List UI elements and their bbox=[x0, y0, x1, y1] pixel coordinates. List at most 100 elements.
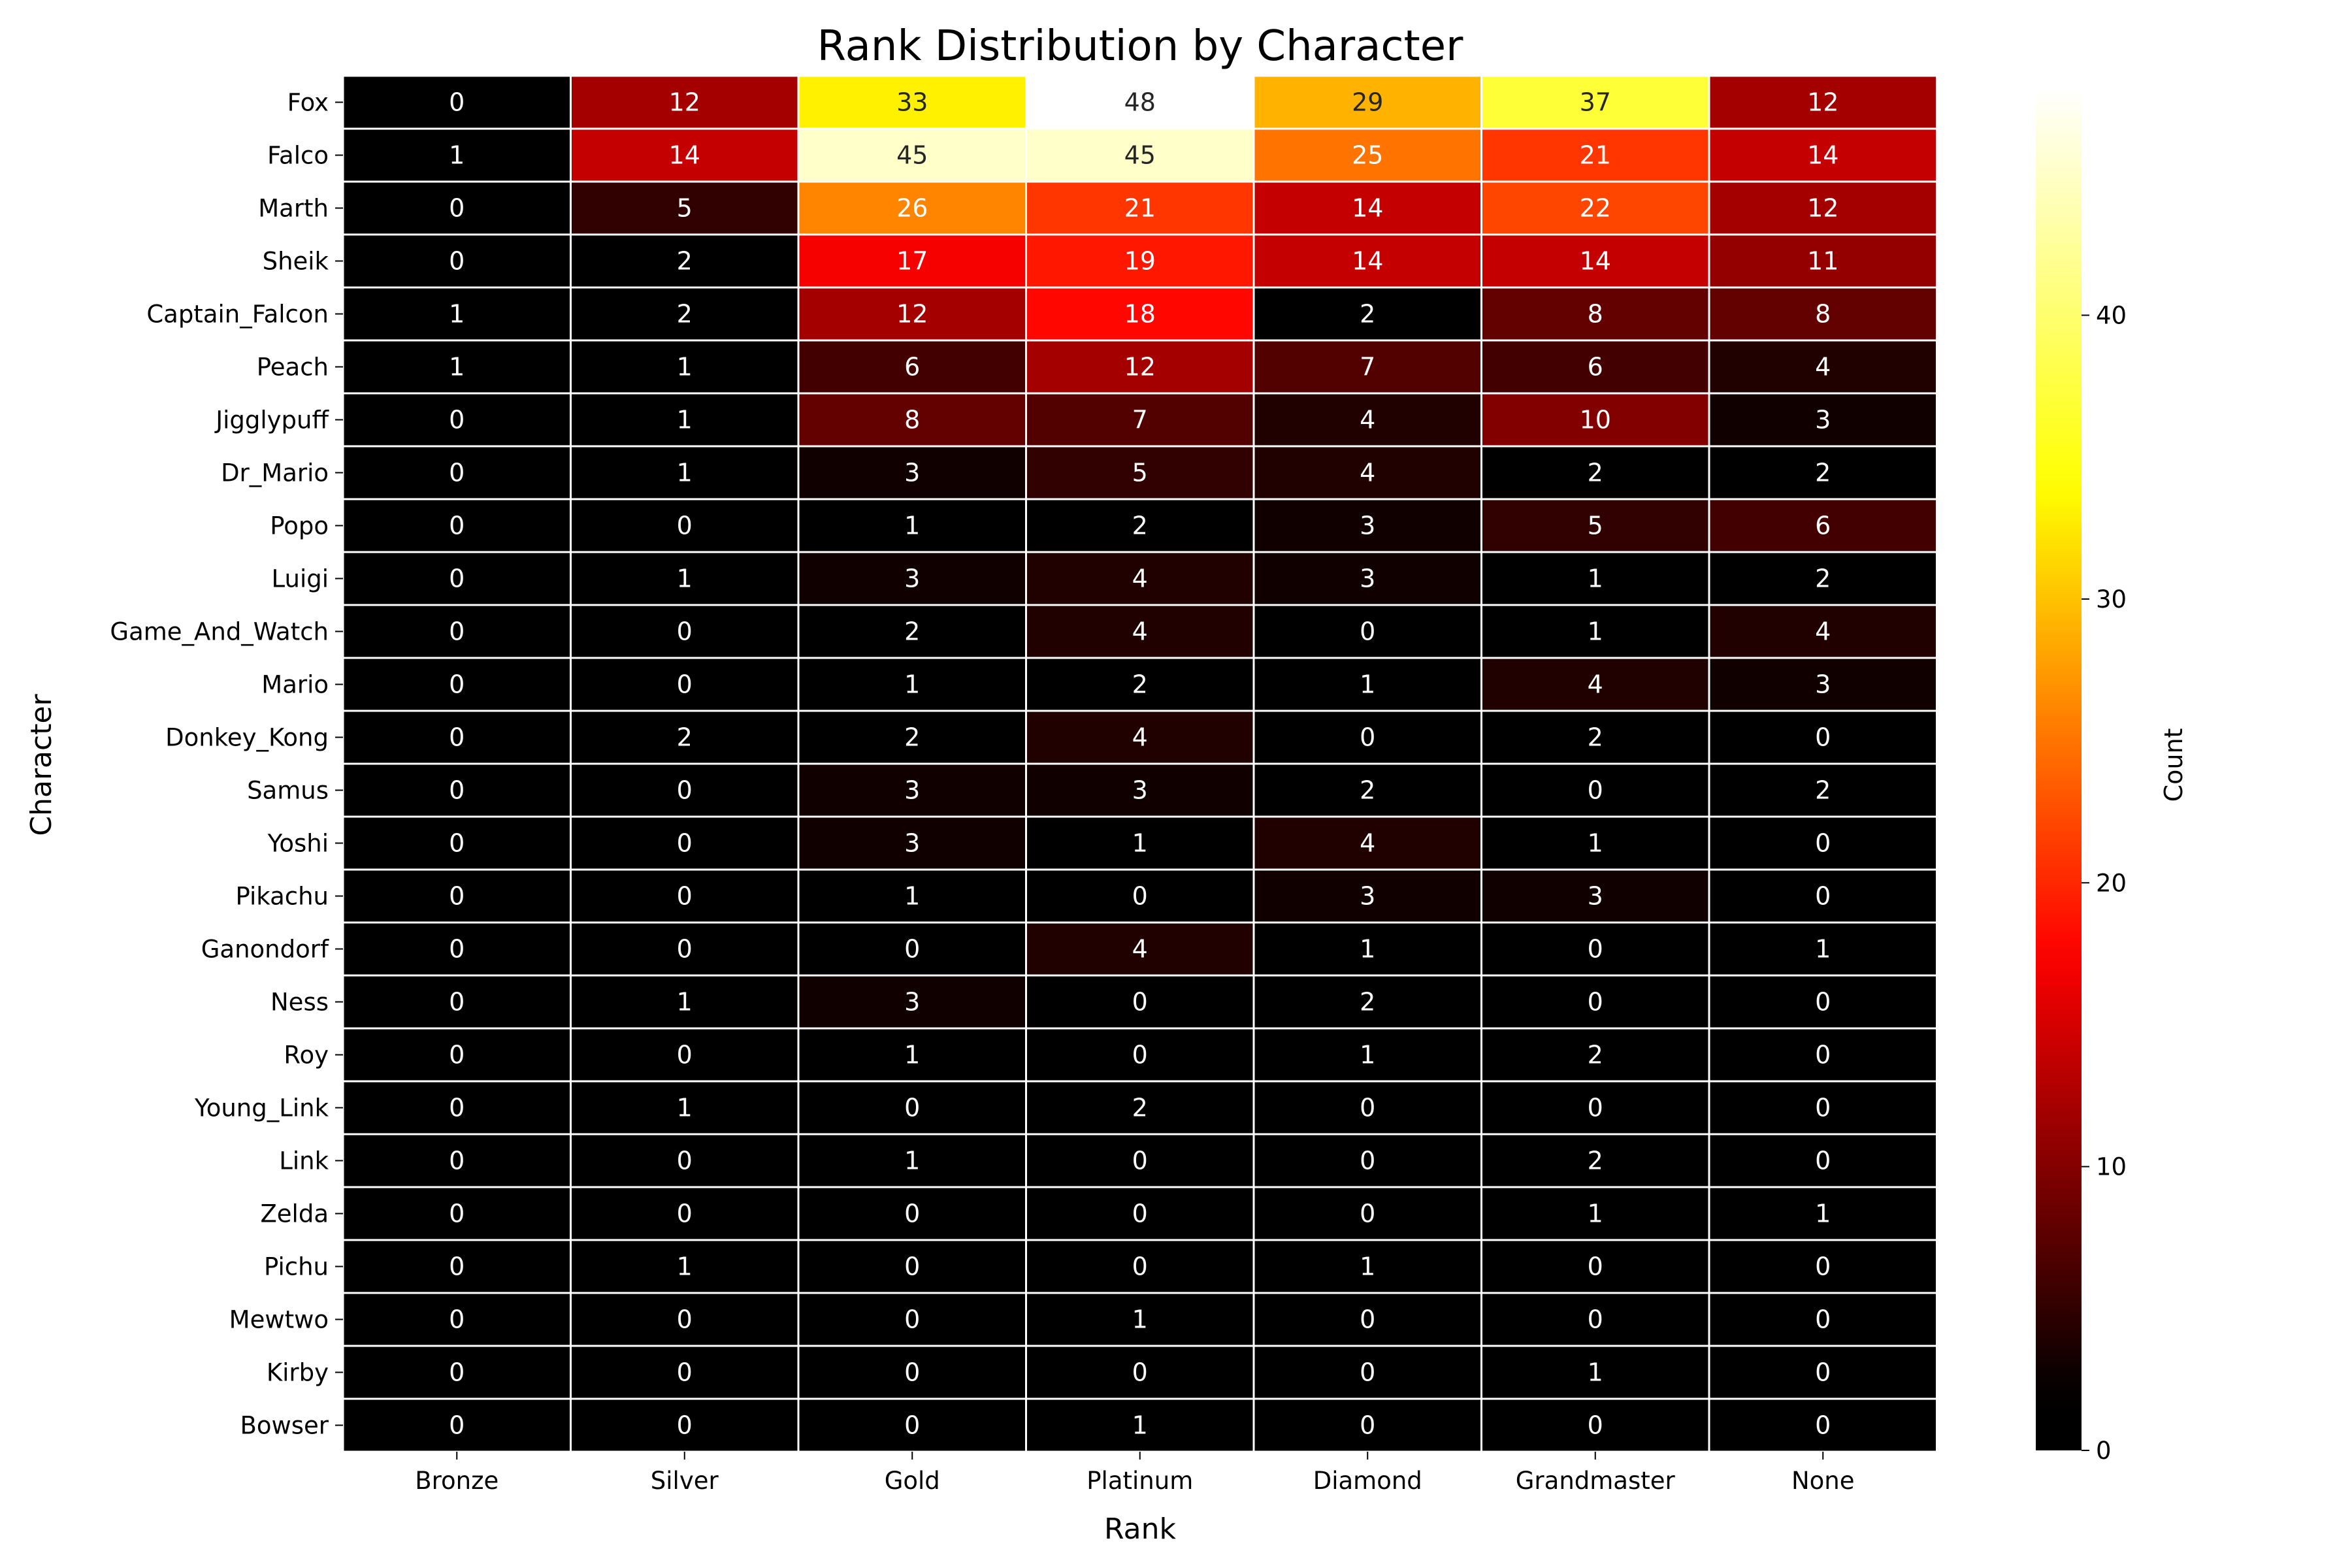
cell-value-label: 0 bbox=[677, 1358, 693, 1387]
cell-value-label: 2 bbox=[1588, 459, 1603, 487]
cell-value-label: 0 bbox=[1132, 1358, 1148, 1387]
cell-value-label: 18 bbox=[1124, 300, 1156, 329]
colorbar-ticks: 0 10 20 30 40 bbox=[2082, 302, 2127, 1465]
cell-value-label: 12 bbox=[1807, 88, 1838, 117]
column-tick-label: Silver bbox=[651, 1467, 719, 1495]
row-tick-label: Pikachu bbox=[236, 883, 329, 911]
heatmap-cell bbox=[1480, 74, 1710, 130]
cell-value-label: 0 bbox=[677, 617, 693, 646]
cell-value-label: 0 bbox=[1360, 1305, 1375, 1334]
cell-value-label: 1 bbox=[677, 353, 693, 382]
heatmap-cell bbox=[342, 921, 572, 977]
cell-value-label: 0 bbox=[1815, 1305, 1831, 1334]
colorbar: 0 10 20 30 40 Count bbox=[2036, 88, 2188, 1465]
cell-value-label: 1 bbox=[677, 988, 693, 1017]
cell-value-label: 14 bbox=[1352, 247, 1383, 276]
cell-value-label: 3 bbox=[1588, 882, 1603, 911]
cell-value-label: 0 bbox=[449, 247, 465, 276]
cell-value-label: 0 bbox=[449, 1147, 465, 1175]
heatmap-cell bbox=[1252, 974, 1482, 1030]
cell-value-label: 0 bbox=[904, 1252, 920, 1281]
cell-value-label: 1 bbox=[904, 1041, 920, 1070]
cell-value-label: 3 bbox=[1360, 564, 1375, 593]
row-tick-label: Luigi bbox=[272, 565, 329, 593]
cell-value-label: 2 bbox=[904, 617, 920, 646]
heatmap-cell bbox=[1025, 815, 1255, 871]
heatmap-cell bbox=[1708, 1080, 1938, 1135]
heatmap-cell bbox=[1025, 604, 1255, 659]
cell-value-label: 0 bbox=[1588, 935, 1603, 964]
cell-value-label: 33 bbox=[896, 88, 928, 117]
cell-value-label: 0 bbox=[677, 1147, 693, 1175]
cell-value-label: 2 bbox=[677, 300, 693, 329]
heatmap-cell bbox=[1025, 339, 1255, 395]
heatmap-cell bbox=[797, 1397, 1027, 1453]
row-tick-label: Mario bbox=[261, 671, 329, 699]
cell-value-label: 0 bbox=[1360, 617, 1375, 646]
heatmap-cell bbox=[1708, 974, 1938, 1030]
cell-value-label: 6 bbox=[904, 353, 920, 382]
heatmap-cell bbox=[1480, 921, 1710, 977]
heatmap-cell bbox=[1252, 127, 1482, 183]
x-axis-label: Rank bbox=[1104, 1512, 1176, 1546]
cell-value-label: 0 bbox=[904, 935, 920, 964]
cell-value-label: 0 bbox=[904, 1094, 920, 1122]
heatmap-cell bbox=[1252, 498, 1482, 553]
row-tick-label: Dr_Mario bbox=[221, 459, 329, 487]
cell-value-label: 25 bbox=[1352, 141, 1383, 170]
cell-value-label: 2 bbox=[1360, 300, 1375, 329]
row-tick-label: Popo bbox=[270, 512, 329, 540]
cell-value-label: 1 bbox=[1588, 829, 1603, 858]
cell-value-label: 2 bbox=[1588, 1147, 1603, 1175]
cell-value-label: 21 bbox=[1580, 141, 1611, 170]
heatmap-cell bbox=[797, 1186, 1027, 1241]
heatmap-cell bbox=[570, 339, 800, 395]
cell-value-label: 0 bbox=[449, 988, 465, 1017]
row-tick-label: Kirby bbox=[267, 1359, 329, 1387]
cell-value-label: 1 bbox=[1815, 935, 1831, 964]
column-tick-label: Bronze bbox=[415, 1467, 498, 1495]
heatmap-cell bbox=[342, 1397, 572, 1453]
cell-value-label: 0 bbox=[1588, 1252, 1603, 1281]
cell-value-label: 0 bbox=[1588, 1094, 1603, 1122]
cell-value-label: 2 bbox=[1815, 776, 1831, 805]
cell-value-label: 0 bbox=[449, 617, 465, 646]
row-tick-label: Falco bbox=[267, 142, 329, 170]
heatmap-cell bbox=[342, 1080, 572, 1135]
cell-value-label: 0 bbox=[1588, 988, 1603, 1017]
heatmap-cell bbox=[1480, 233, 1710, 289]
cell-value-label: 3 bbox=[904, 829, 920, 858]
heatmap-cell bbox=[570, 74, 800, 130]
heatmap-cell bbox=[797, 1027, 1027, 1083]
row-tick-label: Jigglypuff bbox=[214, 406, 329, 434]
cell-value-label: 0 bbox=[1360, 1094, 1375, 1122]
cell-value-label: 2 bbox=[904, 723, 920, 752]
cell-value-label: 0 bbox=[449, 776, 465, 805]
cell-value-label: 7 bbox=[1360, 353, 1375, 382]
heatmap-cell bbox=[570, 1133, 800, 1188]
heatmap-cell bbox=[1025, 180, 1255, 236]
cell-value-label: 0 bbox=[1132, 882, 1148, 911]
heatmap-cell bbox=[1708, 657, 1938, 712]
heatmap-cell bbox=[1025, 1186, 1255, 1241]
cell-value-label: 0 bbox=[449, 564, 465, 593]
cell-value-label: 0 bbox=[677, 1305, 693, 1334]
cell-value-label: 1 bbox=[1360, 670, 1375, 699]
cell-value-label: 0 bbox=[449, 459, 465, 487]
heatmap-cell bbox=[570, 815, 800, 871]
cell-value-label: 21 bbox=[1124, 194, 1156, 223]
cell-value-label: 0 bbox=[449, 829, 465, 858]
cell-value-label: 0 bbox=[1360, 723, 1375, 752]
cell-value-label: 0 bbox=[1132, 1252, 1148, 1281]
cell-value-label: 3 bbox=[904, 564, 920, 593]
heatmap-cell bbox=[1252, 445, 1482, 500]
cell-value-label: 1 bbox=[449, 300, 465, 329]
row-tick-labels: Fox Falco Marth Sheik Captain_Falcon Peach Jig… bbox=[110, 89, 343, 1440]
heatmap-cell bbox=[797, 921, 1027, 977]
heatmap-cell bbox=[1025, 921, 1255, 977]
heatmap-cell bbox=[797, 127, 1027, 183]
cell-value-label: 0 bbox=[1815, 1094, 1831, 1122]
cell-value-label: 1 bbox=[449, 141, 465, 170]
cell-value-label: 1 bbox=[677, 1252, 693, 1281]
